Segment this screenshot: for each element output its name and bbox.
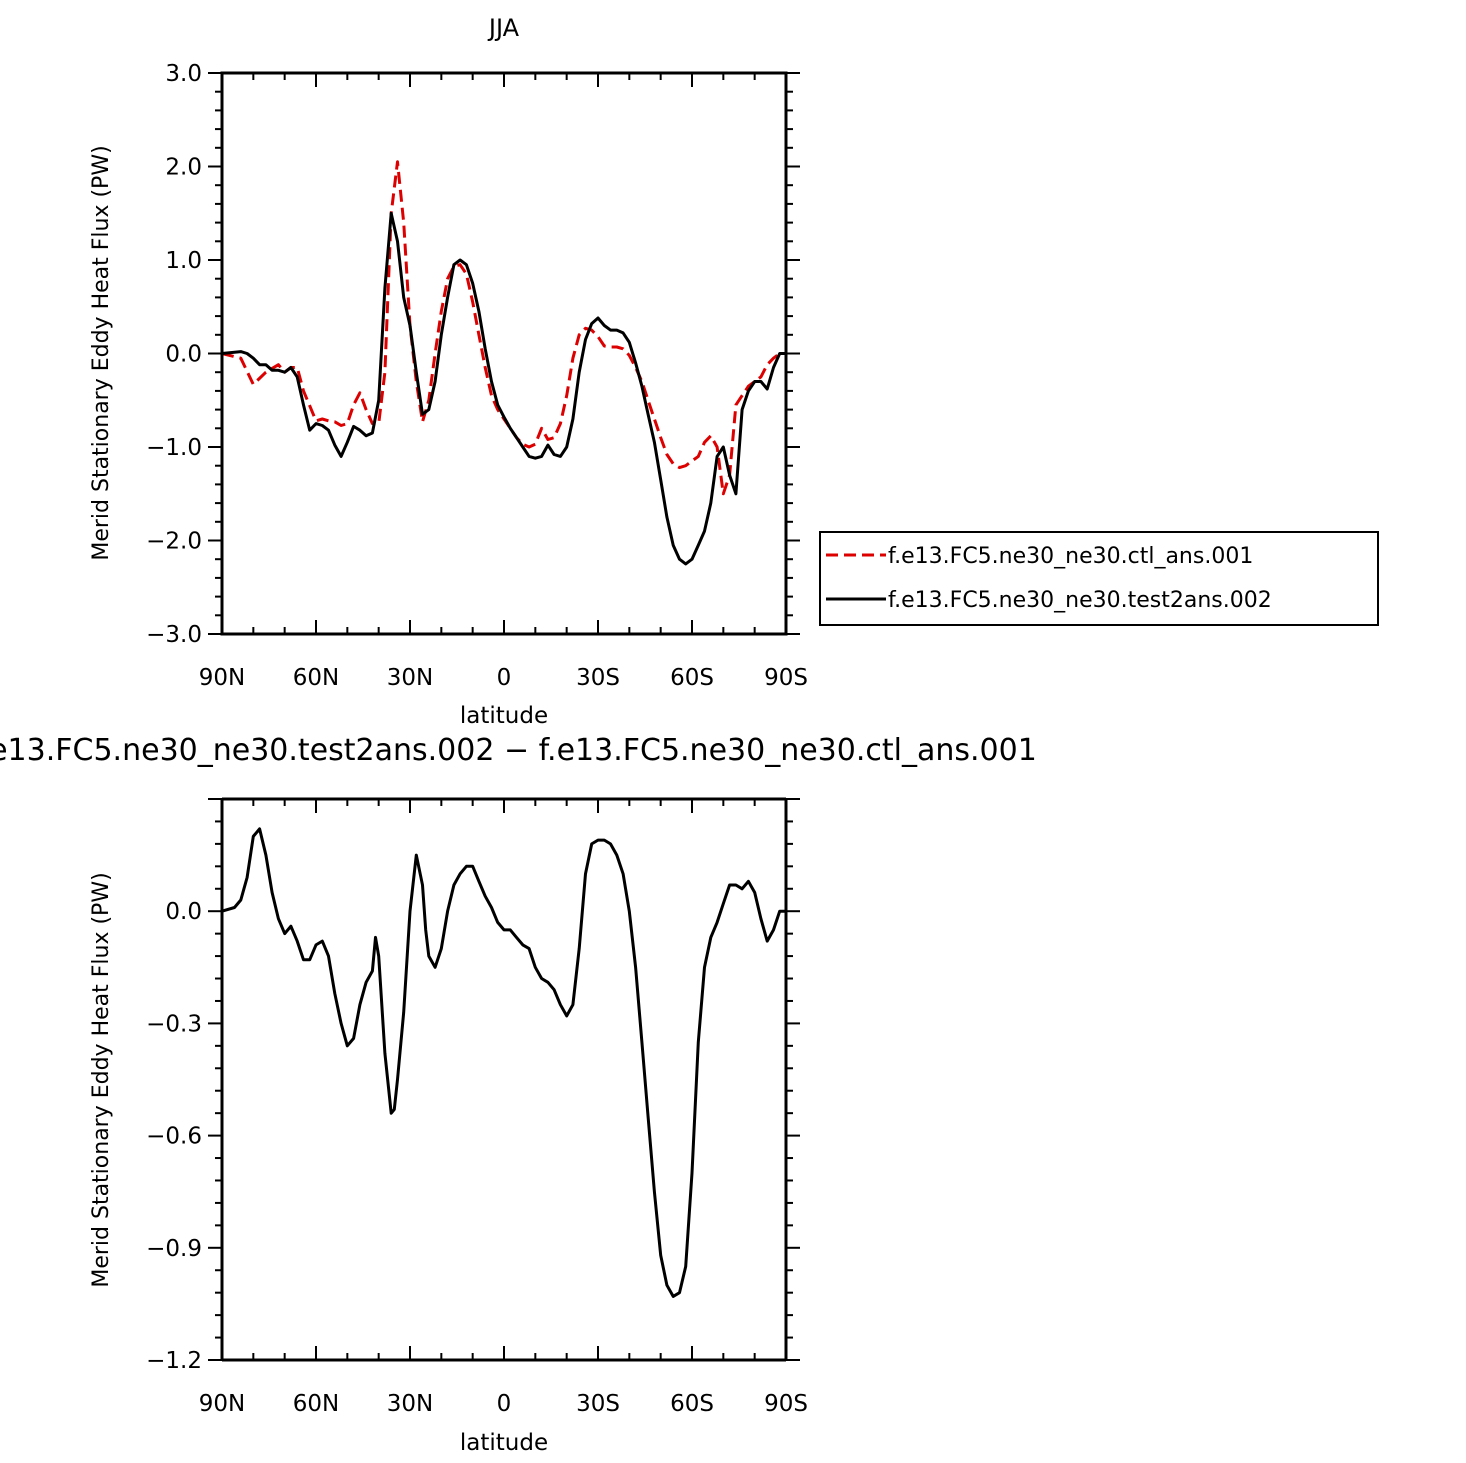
legend: f.e13.FC5.ne30_ne30.ctl_ans.001 f.e13.FC… (819, 531, 1379, 626)
x-tick-label: 90S (764, 665, 808, 691)
bottom-plot-frame (220, 797, 788, 1362)
bottom-x-axis-label: latitude (460, 1430, 548, 1456)
top-series-line-1 (221, 211, 786, 566)
y-tick-label: −3.0 (146, 622, 202, 648)
top-x-axis-label: latitude (460, 703, 548, 729)
x-tick-label: 30S (576, 1391, 620, 1417)
y-tick-label: 0.0 (165, 342, 202, 368)
y-tick-label: −1.0 (146, 435, 202, 461)
x-tick-label: 60S (670, 665, 714, 691)
y-tick-label: −0.9 (146, 1236, 202, 1262)
x-tick-label: 30N (387, 1391, 433, 1417)
bottom-chart-ticks: 90N 60N 30N 0 30S 60S 90S −1.2 −0.9 −0.6 −0.3 0.0 (146, 798, 808, 1417)
x-tick-label: 90N (199, 665, 245, 691)
y-tick-label: 3.0 (165, 61, 202, 87)
y-tick-label: −0.6 (146, 1124, 202, 1150)
legend-box (819, 531, 1379, 626)
top-chart-series-layer (221, 160, 786, 566)
top-series-line-0 (221, 160, 786, 496)
legend-label-ctl: f.e13.FC5.ne30_ne30.ctl_ans.001 (888, 544, 1253, 569)
bottom-chart-title: f.e13.FC5.ne30_ne30.test2ans.002 − f.e13… (0, 733, 1037, 768)
bottom-chart-series-layer (221, 827, 786, 1298)
top-plot-frame (220, 71, 788, 636)
x-tick-label: 90N (199, 1391, 245, 1417)
y-tick-label: −2.0 (146, 529, 202, 555)
x-tick-label: 0 (497, 665, 512, 691)
y-tick-label: 0.0 (165, 899, 202, 925)
x-tick-label: 30S (576, 665, 620, 691)
legend-label-test: f.e13.FC5.ne30_ne30.test2ans.002 (888, 588, 1272, 613)
top-chart-ticks: 90N 60N 30N 0 30S 60S 90S −3.0 −2.0 −1.0 0.0 1.0 2.0… (146, 61, 808, 691)
x-tick-label: 60S (670, 1391, 714, 1417)
x-tick-label: 0 (497, 1391, 512, 1417)
top-y-axis-label: Merid Stationary Eddy Heat Flux (PW) (89, 145, 114, 560)
x-tick-label: 30N (387, 665, 433, 691)
top-chart-title: JJA (487, 14, 520, 42)
x-tick-label: 60N (293, 665, 339, 691)
bottom-chart-panel: f.e13.FC5.ne30_ne30.test2ans.002 − f.e13… (0, 733, 1037, 1456)
y-tick-label: 1.0 (165, 248, 202, 274)
y-tick-label: −0.3 (146, 1011, 202, 1037)
bottom-series-line-0 (221, 827, 786, 1298)
x-tick-label: 60N (293, 1391, 339, 1417)
y-tick-label: 2.0 (165, 155, 202, 181)
top-chart-panel: JJA 90N 60N 30N 0 30S 60S 90S −3.0 −2.0 −1.0 0.0 1.… (89, 14, 1379, 729)
y-tick-label: −1.2 (146, 1348, 202, 1374)
bottom-y-axis-label: Merid Stationary Eddy Heat Flux (PW) (89, 872, 114, 1287)
x-tick-label: 90S (764, 1391, 808, 1417)
